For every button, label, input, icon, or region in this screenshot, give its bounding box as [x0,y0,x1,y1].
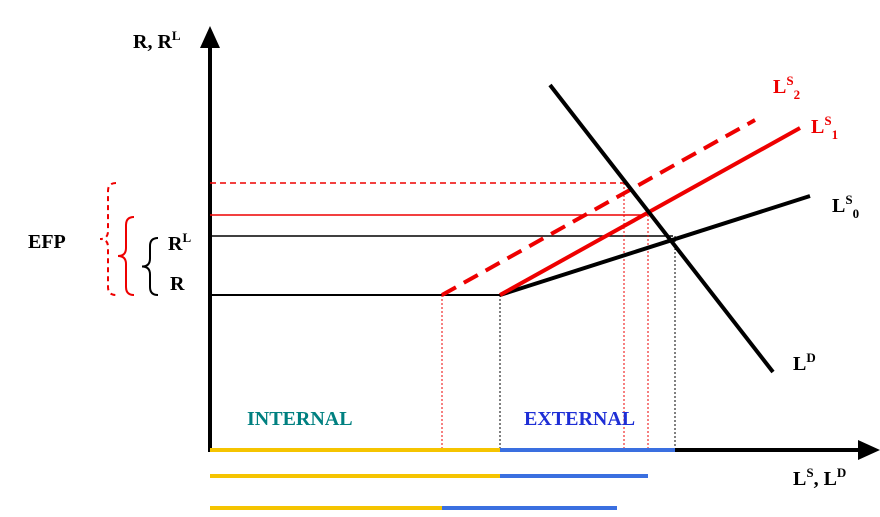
y-axis-label-part: L [172,28,181,43]
demand-label-part: D [806,350,815,365]
region-label-part: EXTERNAL [524,408,635,430]
x-axis-label-part: , L [814,468,837,490]
supply-label-part: S [786,73,793,88]
region-label: EXTERNAL [524,408,635,430]
x-axis-label-part: D [837,465,846,480]
supply-label: LS2 [773,73,800,102]
rate-label-part: R [170,273,185,295]
brace [117,216,135,296]
supply-label: LS1 [811,113,838,142]
rate-loan-label-part: R [168,233,183,255]
supply-label-part: L [832,195,845,217]
supply-label-part: S [824,113,831,128]
supply-label-part: L [773,76,786,98]
x-arrow [858,440,880,460]
region-label-part: INTERNAL [247,408,353,430]
efp-label: EFP [28,231,66,253]
brace [141,237,159,296]
demand-curve [548,83,775,374]
y-axis-label: R, RL [133,28,181,53]
rate-loan-label: RL [168,230,191,255]
region-label: INTERNAL [247,408,353,430]
brace [99,182,117,296]
supply-label-part: 1 [832,127,839,142]
y-axis-label-part: R, R [133,31,172,53]
supply-label-part: L [811,116,824,138]
demand-label: LD [793,350,816,375]
supply-label-part: 2 [794,87,801,102]
demand-label-part: L [793,353,806,375]
supply-curve-2 [441,118,756,297]
x-axis-label-part: S [806,465,813,480]
supply-label-part: S [845,192,852,207]
rate-label: R [170,273,185,295]
x-axis-label-part: L [793,468,806,490]
y-arrow [200,26,220,48]
supply-label-part: 0 [853,206,860,221]
rate-loan-label-part: L [182,230,191,245]
efp-label-part: EFP [28,231,66,253]
supply-label: LS0 [832,192,859,221]
x-axis-label: LS, LD [793,465,846,490]
supply-curve-0 [499,194,811,297]
